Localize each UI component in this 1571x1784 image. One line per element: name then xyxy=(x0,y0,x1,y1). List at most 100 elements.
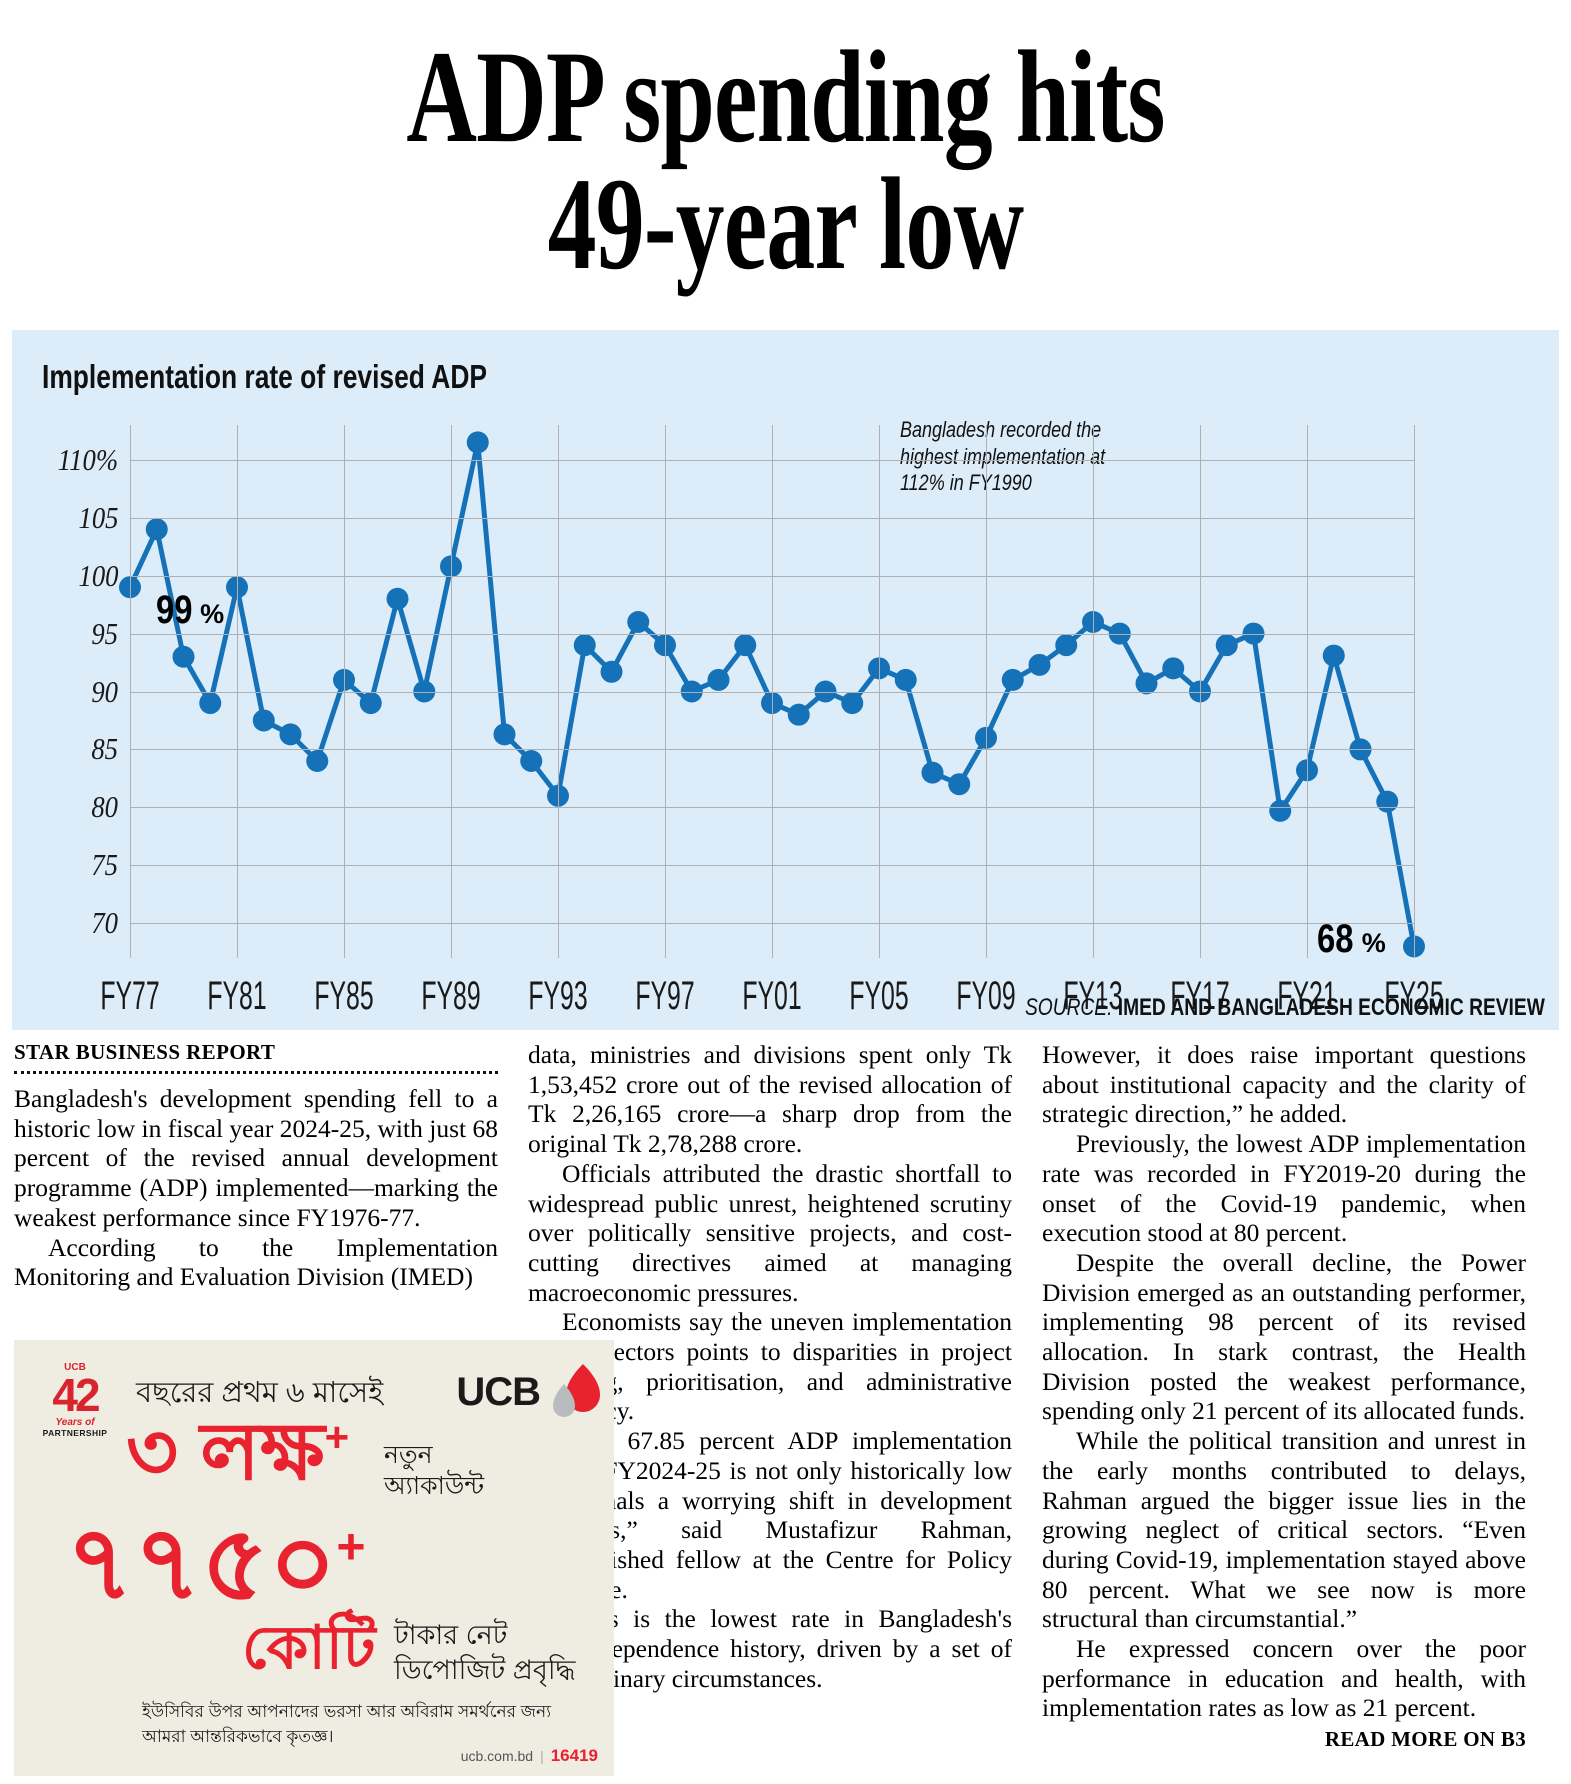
chart-source-keyword: SOURCE: xyxy=(1025,994,1113,1021)
article-paragraph: data, ministries and divisions spent onl… xyxy=(528,1040,1012,1159)
x-axis-tick-label: FY77 xyxy=(100,974,160,1018)
article-paragraph: Officials attributed the drastic shortfa… xyxy=(528,1158,1012,1307)
chart-data-point xyxy=(1028,653,1051,676)
x-axis-tick-label: FY17 xyxy=(1170,974,1230,1018)
data-label-last-value: 68 xyxy=(1317,917,1354,961)
ad-badge-sub-1: Years of xyxy=(55,1417,95,1428)
gridline-vertical xyxy=(879,425,880,958)
x-axis-tick-label: FY89 xyxy=(421,974,481,1018)
article-paragraph: Previously, the lowest ADP implementatio… xyxy=(1042,1129,1526,1248)
chart-data-point xyxy=(1322,644,1345,667)
gridline-vertical xyxy=(237,425,238,958)
data-label-last: 68% xyxy=(1317,917,1386,962)
headline-line-1: ADP spending hits xyxy=(406,23,1165,170)
chart-source: SOURCE: IMED AND BANGLADESH ECONOMIC REV… xyxy=(1025,994,1545,1022)
ad-headline-2: ৭৭৫০+ xyxy=(66,1512,366,1616)
chart-data-point xyxy=(787,703,810,726)
x-axis-tick-label: FY25 xyxy=(1384,974,1444,1018)
x-axis-tick-label: FY05 xyxy=(849,974,909,1018)
gridline-vertical xyxy=(986,425,987,958)
chart-data-point xyxy=(1135,672,1158,695)
ad-website[interactable]: ucb.com.bd xyxy=(460,1748,534,1764)
data-label-first-unit: % xyxy=(200,598,225,629)
ad-footer-divider: | xyxy=(540,1748,544,1764)
article-paragraph: Bangladesh's development spending fell t… xyxy=(14,1084,498,1232)
chart-data-point xyxy=(172,645,195,668)
chart-panel: Implementation rate of revised ADP Bangl… xyxy=(12,330,1559,1030)
gridline-vertical xyxy=(130,425,131,958)
gridline-vertical xyxy=(665,425,666,958)
ucb-droplet-icon xyxy=(553,1364,600,1417)
ad-brand-logo-text: UCB xyxy=(456,1370,541,1414)
article-paragraph: While the political transition and unres… xyxy=(1042,1426,1526,1634)
y-axis-tick-label: 85 xyxy=(91,731,118,767)
chart-data-point xyxy=(520,750,543,773)
gridline-vertical xyxy=(1307,425,1308,958)
y-axis-tick-label: 110% xyxy=(57,441,118,477)
chart-data-point xyxy=(1001,668,1024,691)
chart-data-point xyxy=(493,723,516,746)
data-label-last-unit: % xyxy=(1361,928,1386,958)
ad-anniversary-badge: UCB 42 Years of PARTNERSHIP xyxy=(34,1362,116,1438)
gridline-vertical xyxy=(451,425,452,958)
chart-data-point xyxy=(948,773,971,796)
byline-divider xyxy=(14,1071,498,1074)
x-axis-tick-label: FY93 xyxy=(528,974,588,1018)
ad-hotline[interactable]: 16419 xyxy=(550,1746,598,1765)
chart-data-point xyxy=(841,692,864,715)
data-label-first: 99% xyxy=(156,588,225,633)
gridline-vertical xyxy=(558,425,559,958)
y-axis-tick-label: 95 xyxy=(91,615,118,651)
chart-data-point xyxy=(466,431,489,454)
x-axis-tick-label: FY97 xyxy=(635,974,695,1018)
y-axis-tick-label: 70 xyxy=(91,905,118,941)
article-body: STAR BUSINESS REPORT Bangladesh's develo… xyxy=(14,1040,1559,1780)
article-byline: STAR BUSINESS REPORT xyxy=(14,1040,276,1064)
chart-data-point xyxy=(199,692,222,715)
chart-data-point xyxy=(707,668,730,691)
ad-badge-sub-2: PARTNERSHIP xyxy=(42,1428,108,1438)
x-axis-tick-label: FY09 xyxy=(956,974,1016,1018)
x-axis-tick-label: FY01 xyxy=(742,974,802,1018)
x-axis-tick-label: FY81 xyxy=(207,974,267,1018)
chart-data-point xyxy=(386,587,409,610)
gridline-vertical xyxy=(772,425,773,958)
chart-data-point xyxy=(894,668,917,691)
ad-subtext-1: নতুন অ্যাকাউন্ট xyxy=(384,1441,485,1501)
y-axis-tick-label: 100 xyxy=(78,557,118,593)
x-axis-tick-label: FY85 xyxy=(314,974,374,1018)
ad-footer: ucb.com.bd | 16419 xyxy=(461,1746,598,1766)
y-axis-tick-label: 90 xyxy=(91,673,118,709)
article-paragraph: However, it does raise important questio… xyxy=(1042,1040,1526,1129)
chart-data-point xyxy=(1215,634,1238,657)
x-axis-tick-label: FY21 xyxy=(1277,974,1337,1018)
y-axis-tick-label: 75 xyxy=(91,847,118,883)
chart-data-point xyxy=(734,634,757,657)
article-paragraph: Despite the overall decline, the Power D… xyxy=(1042,1247,1526,1426)
chart-data-point xyxy=(1269,799,1292,822)
article-paragraph: According to the Implementation Monitori… xyxy=(14,1232,498,1292)
ad-thanks-text: ইউসিবির উপর আপনাদের ভরসা আর অবিরাম সমর্থ… xyxy=(142,1702,552,1746)
x-axis-tick-label: FY13 xyxy=(1063,974,1123,1018)
chart-data-point xyxy=(1055,634,1078,657)
ad-headline-2-text: ৭৭৫০ xyxy=(66,1506,337,1622)
chart-data-point xyxy=(359,692,382,715)
ad-headline-1-text: ৩ লক্ষ xyxy=(126,1407,325,1496)
article-paragraph: “This is the lowest rate in Bangladesh's… xyxy=(528,1604,1012,1693)
chart-data-point xyxy=(573,634,596,657)
chart-data-point xyxy=(921,761,944,784)
chart-data-point xyxy=(627,610,650,633)
chart-data-point xyxy=(252,709,275,732)
chart-data-point xyxy=(1376,790,1399,813)
ad-headline-2-plus: + xyxy=(336,1518,366,1575)
read-more-link[interactable]: READ MORE ON B3 xyxy=(1324,1727,1526,1752)
article-paragraph: He expressed concern over the poor perfo… xyxy=(1042,1634,1526,1723)
chart-data-point xyxy=(306,750,329,773)
ad-subtext-2: টাকার নেট ডিপোজিট প্রবৃদ্ধি xyxy=(394,1620,576,1686)
chart-data-point xyxy=(279,723,302,746)
advertisement-ucb[interactable]: UCB 42 Years of PARTNERSHIP UCB বছরের প্… xyxy=(14,1340,614,1776)
chart-title: Implementation rate of revised ADP xyxy=(42,358,487,395)
article-column-1: STAR BUSINESS REPORT Bangladesh's develo… xyxy=(14,1040,498,1780)
y-axis-tick-label: 105 xyxy=(78,499,118,535)
gridline-vertical xyxy=(1093,425,1094,958)
